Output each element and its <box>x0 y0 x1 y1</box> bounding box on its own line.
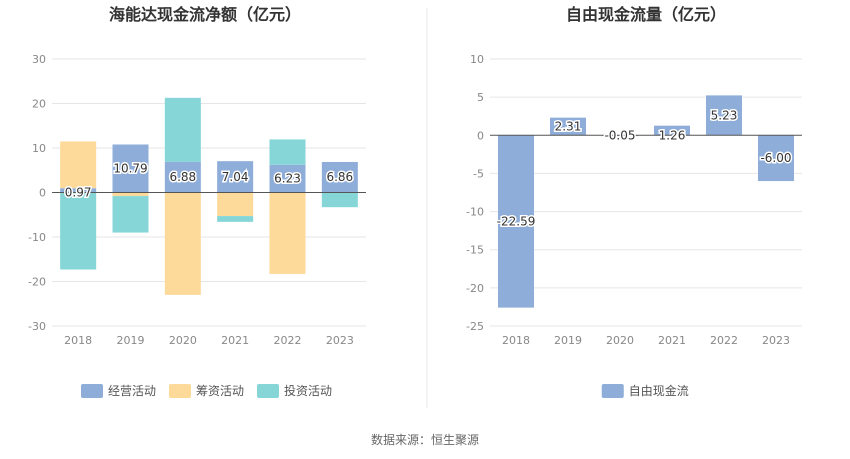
cashflow-bar-投资活动-2019 <box>112 196 149 233</box>
cashflow-bar-投资活动-2022 <box>269 139 306 165</box>
fcf-data-label: -0.05 <box>604 128 635 142</box>
fcf-bar-自由现金流-2018 <box>498 135 534 308</box>
cashflow-y-tick-label: -10 <box>28 231 46 244</box>
cashflow-data-label: 10.79 <box>113 161 147 175</box>
cashflow-bar-筹资活动-2019 <box>112 192 149 197</box>
fcf-y-tick-label: -15 <box>466 244 484 257</box>
cashflow-legend-swatch <box>257 384 279 398</box>
cashflow-x-tick-label: 2021 <box>221 334 249 347</box>
cashflow-bar-经营活动-2020 <box>164 161 201 193</box>
cashflow-y-tick-label: -20 <box>28 276 46 289</box>
fcf-y-tick-label: -20 <box>466 282 484 295</box>
cashflow-legend-swatch <box>81 384 103 398</box>
cashflow-data-label: 6.88 <box>169 170 196 184</box>
fcf-x-tick-label: 2023 <box>762 334 790 347</box>
cashflow-title: 海能达现金流净额（亿元） <box>109 5 301 24</box>
cashflow-legend-label: 筹资活动 <box>196 384 244 398</box>
cashflow-y-tick-label: 20 <box>32 98 46 111</box>
cashflow-x-tick-label: 2023 <box>326 334 354 347</box>
cashflow-bar-经营活动-2023 <box>321 161 358 193</box>
cashflow-bar-经营活动-2019 <box>112 144 149 193</box>
cashflow-bar-经营活动-2018 <box>60 188 97 193</box>
fcf-y-tick-label: 0 <box>477 129 484 142</box>
fcf-x-tick-label: 2022 <box>710 334 738 347</box>
fcf-chart: 自由现金流量（亿元） 10 5 0 -5 -10 -15 -20 -25 2018 2019 2020… <box>466 5 802 398</box>
fcf-data-label: -6.00 <box>760 151 791 165</box>
fcf-y-tick-label: 10 <box>470 53 484 66</box>
cashflow-bar-筹资活动-2021 <box>217 192 254 217</box>
cashflow-bar-筹资活动-2018 <box>60 141 97 189</box>
fcf-y-tick-label: 5 <box>477 91 484 104</box>
fcf-legend-label: 自由现金流 <box>629 383 689 398</box>
cashflow-data-label: 6.23 <box>274 172 301 186</box>
fcf-x-tick-label: 2019 <box>554 334 582 347</box>
fcf-data-label: -22.59 <box>497 214 536 228</box>
cashflow-bar-投资活动-2021 <box>217 216 254 222</box>
cashflow-y-tick-label: -30 <box>28 320 46 333</box>
fcf-data-label: 1.26 <box>659 128 686 142</box>
cashflow-bar-投资活动-2023 <box>321 192 358 208</box>
cashflow-x-tick-label: 2020 <box>169 334 197 347</box>
fcf-y-tick-label: -10 <box>466 206 484 219</box>
cashflow-legend-label: 经营活动 <box>108 384 156 398</box>
fcf-bar-自由现金流-2022 <box>706 95 742 136</box>
cashflow-y-tick-label: 30 <box>32 53 46 66</box>
cashflow-x-tick-label: 2018 <box>64 334 92 347</box>
data-source-note: 数据来源：恒生聚源 <box>370 433 479 447</box>
cashflow-bar-经营活动-2021 <box>217 161 254 193</box>
cashflow-y-tick-label: 0 <box>39 187 46 200</box>
cashflow-legend-label: 投资活动 <box>284 383 332 398</box>
cashflow-y-tick-label: 10 <box>32 142 46 155</box>
cashflow-bar-经营活动-2022 <box>269 164 306 193</box>
fcf-x-tick-label: 2018 <box>502 334 530 347</box>
cashflow-x-tick-label: 2022 <box>274 334 302 347</box>
cashflow-data-label: 0.97 <box>65 186 92 200</box>
fcf-y-tick-label: -25 <box>466 320 484 333</box>
cashflow-x-tick-label: 2019 <box>117 334 145 347</box>
fcf-x-tick-label: 2021 <box>658 334 686 347</box>
fcf-bar-自由现金流-2021 <box>654 125 690 136</box>
fcf-bar-自由现金流-2023 <box>758 135 794 182</box>
fcf-x-tick-label: 2020 <box>606 334 634 347</box>
fcf-data-label: 5.23 <box>711 108 738 122</box>
cashflow-legend-swatch <box>169 384 191 398</box>
fcf-data-label: 2.31 <box>555 119 582 133</box>
cashflow-data-label: 6.86 <box>326 170 353 184</box>
fcf-title: 自由现金流量（亿元） <box>566 5 726 24</box>
cashflow-chart: 海能达现金流净额（亿元） 30 20 10 0 -10 -20 -30 2018 2019 2020… <box>28 5 366 398</box>
cashflow-bar-投资活动-2018 <box>60 192 97 270</box>
cashflow-bar-筹资活动-2022 <box>269 192 306 274</box>
cashflow-bar-筹资活动-2020 <box>164 192 201 295</box>
fcf-y-tick-label: -5 <box>473 167 484 180</box>
fcf-legend-swatch <box>601 384 624 398</box>
fcf-bar-自由现金流-2019 <box>550 117 586 136</box>
cashflow-data-label: 7.04 <box>222 170 249 184</box>
cashflow-bar-投资活动-2020 <box>164 97 201 162</box>
